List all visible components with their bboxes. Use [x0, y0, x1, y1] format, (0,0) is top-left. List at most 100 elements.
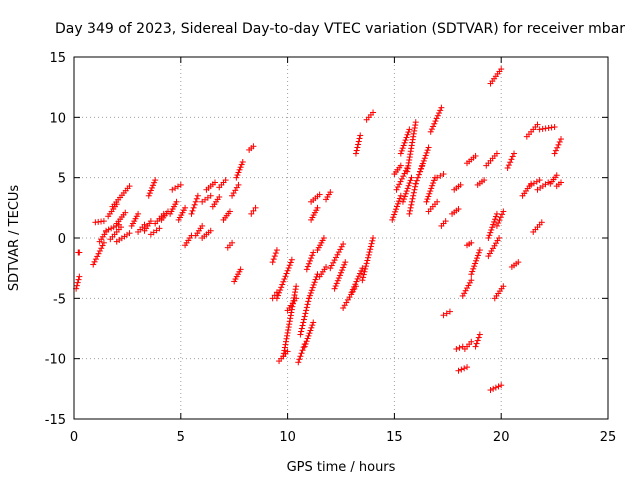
data-point — [491, 218, 498, 225]
data-point — [98, 245, 105, 252]
data-point — [399, 198, 406, 205]
data-point — [141, 221, 148, 228]
data-point — [487, 387, 494, 394]
x-tick-label: 15 — [386, 430, 403, 445]
data-point — [279, 281, 286, 288]
data-point — [334, 277, 341, 284]
data-point — [328, 262, 335, 269]
data-point — [406, 207, 413, 214]
data-point — [150, 182, 157, 189]
data-point — [237, 164, 244, 171]
data-point — [147, 218, 154, 225]
data-point — [90, 261, 97, 268]
data-point — [406, 126, 413, 133]
data-point — [304, 335, 311, 342]
data-point — [334, 251, 341, 258]
data-point — [402, 137, 409, 144]
data-point — [309, 284, 316, 291]
data-point — [464, 285, 471, 292]
data-point — [360, 274, 367, 281]
data-point — [293, 283, 300, 290]
data-point — [330, 259, 337, 266]
y-tick-label: 0 — [58, 232, 66, 247]
data-point — [443, 310, 450, 317]
data-point — [490, 221, 497, 228]
data-point — [304, 263, 311, 270]
data-point — [455, 206, 462, 213]
data-point — [284, 267, 291, 274]
data-point — [492, 216, 499, 223]
data-point — [475, 249, 482, 256]
data-point — [284, 332, 291, 339]
data-point — [297, 353, 304, 360]
data-point — [311, 279, 318, 286]
data-point — [437, 172, 444, 179]
data-point — [476, 247, 483, 254]
data-point — [457, 181, 464, 188]
data-point — [348, 289, 355, 296]
data-point — [236, 166, 243, 173]
data-point — [411, 186, 418, 193]
data-point — [352, 150, 359, 157]
data-point — [281, 347, 288, 354]
data-point — [487, 229, 494, 236]
y-tick-label: 10 — [49, 111, 66, 126]
data-point — [401, 193, 408, 200]
data-point — [234, 172, 241, 179]
data-point — [278, 284, 285, 291]
data-point — [394, 203, 401, 210]
axis-ticks: 0 5 10 15 20 25 -15 -10 -5 0 5 10 15 — [45, 51, 617, 445]
data-point — [173, 198, 180, 205]
data-point — [473, 255, 480, 262]
data-point — [355, 138, 362, 145]
data-point — [410, 130, 417, 137]
data-point — [274, 292, 281, 299]
data-point — [400, 173, 407, 180]
data-point — [285, 327, 292, 334]
data-point — [148, 184, 155, 191]
data-point — [284, 348, 291, 355]
data-point — [370, 109, 377, 116]
data-point — [500, 208, 507, 215]
data-point — [211, 179, 218, 186]
x-tick-label: 25 — [600, 430, 617, 445]
data-point — [354, 275, 361, 282]
data-point — [492, 384, 499, 391]
data-point — [305, 260, 312, 267]
data-point — [351, 283, 358, 290]
data-point — [496, 217, 503, 224]
data-point — [295, 359, 302, 366]
y-tick-label: -15 — [45, 413, 66, 428]
data-point — [359, 277, 366, 284]
data-point — [415, 171, 422, 178]
data-point — [365, 254, 372, 261]
data-point — [409, 136, 416, 143]
data-point — [418, 163, 425, 170]
data-point — [302, 340, 309, 347]
data-point — [316, 191, 323, 198]
data-point — [472, 152, 479, 159]
y-tick-label: 5 — [58, 172, 66, 187]
data-point — [117, 224, 124, 231]
data-point — [408, 145, 415, 152]
data-point — [397, 150, 404, 157]
data-point — [288, 309, 295, 316]
data-point — [92, 256, 99, 263]
data-point — [492, 213, 499, 220]
data-point — [273, 295, 280, 302]
data-point — [499, 211, 506, 218]
data-point — [420, 157, 427, 164]
data-point — [182, 204, 189, 211]
data-point — [424, 196, 431, 203]
data-point — [335, 249, 342, 256]
data-point — [333, 280, 340, 287]
data-point — [431, 120, 438, 127]
data-point — [189, 207, 196, 214]
data-point — [472, 260, 479, 267]
data-point — [474, 252, 481, 259]
data-point — [94, 253, 101, 260]
data-point — [367, 243, 374, 250]
data-point — [398, 147, 405, 154]
data-point — [474, 337, 481, 344]
data-point — [423, 198, 430, 205]
